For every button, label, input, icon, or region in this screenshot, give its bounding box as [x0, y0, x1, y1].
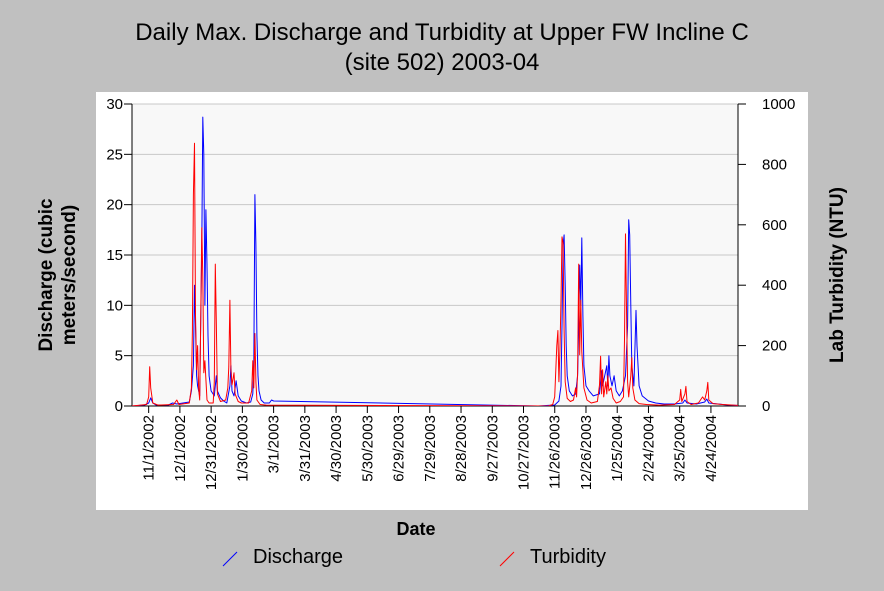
- right-axis-tick-label: 200: [762, 338, 787, 355]
- x-axis-tick-label: 12/31/2002: [203, 415, 220, 490]
- right-axis-title: Lab Turbidity (NTU): [827, 187, 848, 363]
- left-axis-tick-label: 20: [106, 197, 123, 214]
- left-axis-tick-label: 30: [106, 96, 123, 113]
- x-axis-tick-label: 3/31/2003: [297, 415, 314, 482]
- left-axis-tick-label: 10: [106, 297, 123, 314]
- x-axis-tick-label: 5/30/2003: [359, 415, 376, 482]
- chart-title-line-1: Daily Max. Discharge and Turbidity at Up…: [135, 19, 749, 46]
- x-axis-tick-label: 9/27/2003: [484, 415, 501, 482]
- left-axis-tick-label: 0: [115, 398, 123, 415]
- legend-label-discharge: Discharge: [253, 546, 344, 568]
- right-axis-tick-label: 1000: [762, 96, 795, 113]
- x-axis-tick-label: 12/26/2003: [578, 415, 595, 490]
- right-axis-tick-label: 800: [762, 156, 787, 173]
- right-axis-tick-label: 600: [762, 217, 787, 234]
- chart-title: Daily Max. Discharge and Turbidity at Up…: [0, 18, 884, 78]
- right-axis-tick-label: 400: [762, 277, 787, 294]
- x-axis-tick-label: 4/24/2004: [703, 415, 720, 482]
- left-axis-tick-label: 15: [106, 247, 123, 264]
- x-axis-tick-label: 7/29/2003: [422, 415, 439, 482]
- chart-title-line-2: (site 502) 2003-04: [344, 49, 540, 76]
- x-axis-tick-label: 4/30/2003: [328, 415, 345, 482]
- left-axis-title-line-1: Discharge (cubic: [36, 198, 57, 352]
- legend-swatch-discharge: [222, 551, 238, 567]
- legend-swatch-turbidity: [499, 551, 515, 567]
- left-axis-tick-label: 5: [115, 348, 123, 365]
- left-axis-tick-label: 25: [106, 146, 123, 163]
- x-axis-tick-label: 1/25/2004: [609, 415, 626, 482]
- x-axis-tick-label: 6/29/2003: [391, 415, 408, 482]
- series-line-turbidity: [132, 142, 738, 406]
- x-axis-tick-label: 11/26/2003: [547, 415, 564, 489]
- x-axis-tick-label: 3/25/2004: [672, 415, 689, 482]
- x-axis-tick-label: 8/28/2003: [453, 415, 470, 482]
- x-axis-title: Date: [396, 519, 436, 539]
- x-axis-tick-label: 1/30/2003: [234, 415, 251, 482]
- x-axis-tick-label: 2/24/2004: [640, 415, 657, 482]
- legend-label-turbidity: Turbidity: [530, 546, 606, 568]
- x-axis-tick-label: 3/1/2003: [266, 415, 283, 473]
- x-axis-tick-label: 11/1/2002: [141, 415, 158, 481]
- left-axis-title-line-2: meters/second): [59, 204, 80, 346]
- x-axis-tick-label: 12/1/2002: [172, 415, 189, 482]
- x-axis-tick-label: 10/27/2003: [516, 415, 533, 490]
- left-axis-title: Discharge (cubic meters/second): [35, 198, 81, 351]
- right-axis-tick-label: 0: [762, 398, 770, 415]
